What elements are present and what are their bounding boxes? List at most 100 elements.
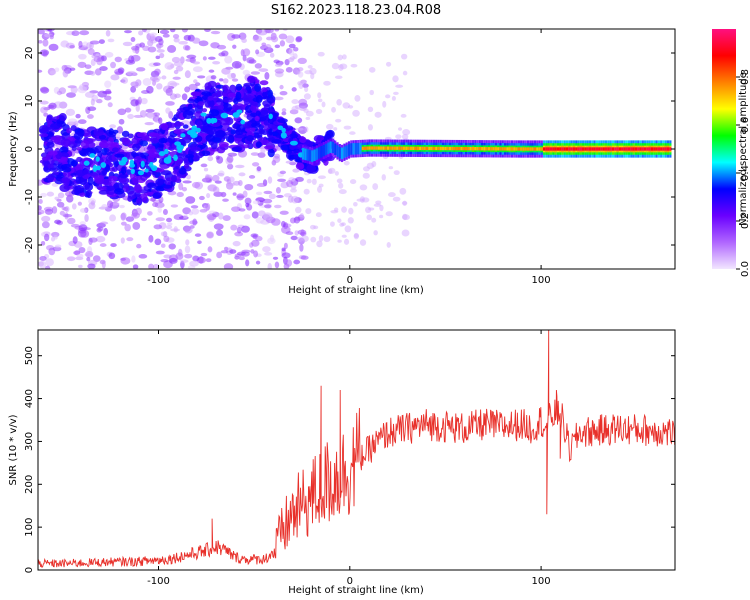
spectrogram-cell [315, 148, 318, 160]
spectrogram-cell [199, 144, 206, 149]
spectrogram-cell [200, 252, 208, 257]
spectrogram-cell [98, 134, 107, 140]
spectrogram-cell [162, 33, 170, 38]
spectrogram-cell [255, 141, 262, 149]
spectrogram-cell [51, 206, 58, 214]
spectrogram-cell [497, 147, 500, 151]
spectrogram-cell [101, 147, 108, 156]
spectrogram-cell [95, 235, 106, 243]
spectrogram-cell [219, 78, 224, 82]
spectrogram-cell [139, 140, 149, 147]
spectrogram-cell [190, 132, 198, 139]
spectrogram-cell [139, 110, 147, 118]
spectrogram-cell [124, 223, 131, 232]
spectrogram-cell [398, 127, 403, 131]
spectrogram-cell [281, 252, 291, 259]
spectrogram-cell [189, 260, 199, 267]
spectrogram-cell [254, 115, 260, 122]
x-tick-label: -100 [147, 576, 170, 587]
spectrogram-cell [166, 222, 173, 226]
colorbar-ticks: 0.0 0.2 0.4 0.6 0.8 [736, 69, 750, 277]
spectrogram-cell [274, 63, 283, 68]
spectrogram-cell [206, 231, 214, 239]
spectrogram-cell [235, 83, 243, 91]
spectrogram-cell [213, 223, 224, 230]
spectrogram-cell [243, 82, 253, 87]
spectrogram-cell [83, 160, 90, 166]
spectrogram-cell [255, 94, 263, 104]
spectrogram-cell [242, 121, 253, 129]
spectrogram-cell [47, 173, 55, 183]
spectrogram-cell [133, 184, 143, 194]
spectrogram-cell [84, 214, 89, 222]
y-tick-label: 100 [24, 518, 35, 537]
spectrogram-cell [216, 229, 224, 236]
colorbar-gradient [712, 29, 736, 269]
spectrogram-cell [157, 207, 162, 213]
spectrogram-cell [263, 190, 273, 195]
spectrogram-cell [172, 34, 180, 39]
spectrogram-cell [326, 123, 334, 130]
spectrogram-cell [315, 108, 323, 114]
spectrogram-y-ticks: -20 -10 0 10 20 [24, 47, 675, 253]
spectrogram-cell [359, 142, 362, 155]
spectrogram-cell [66, 217, 76, 225]
spectrogram-cell [318, 183, 324, 188]
spectrogram-cell [251, 162, 260, 167]
spectrogram-cell [305, 208, 312, 215]
spectrogram-cell [121, 166, 127, 175]
y-tick-label: 10 [24, 95, 35, 108]
spectrogram-cell [353, 201, 358, 207]
spectrogram-cell [122, 41, 133, 47]
spectrogram-cell [304, 70, 313, 75]
spectrogram-cell [198, 195, 205, 201]
spectrogram-cell [42, 39, 49, 47]
spectrogram-cell [181, 93, 188, 101]
spectrogram-cell [76, 156, 83, 163]
spectrogram-cell [114, 188, 125, 195]
spectrogram-cell [201, 150, 211, 157]
spectrogram-cell [158, 38, 164, 46]
spectrogram-cell [91, 54, 97, 59]
spectrogram-cell [95, 165, 102, 171]
spectrogram-cell [600, 147, 603, 151]
spectrogram-cell [662, 147, 665, 151]
spectrogram-cell [208, 109, 220, 117]
spectrogram-cell [66, 92, 76, 98]
spectrogram-cell [95, 156, 100, 162]
spectrogram-cell [218, 141, 229, 148]
spectrogram-cell [180, 259, 189, 263]
spectrogram-cell [240, 119, 246, 125]
spectrogram-cell [294, 117, 303, 124]
spectrogram-cell [74, 184, 85, 194]
spectrogram-cell [229, 249, 237, 254]
spectrogram-cell [161, 75, 167, 80]
spectrogram-cell [41, 221, 50, 229]
spectrogram-cell [237, 179, 243, 187]
spectrogram-cell [285, 35, 295, 44]
spectrogram-cell [267, 176, 273, 184]
spectrogram-cell [184, 245, 191, 254]
spectrogram-cell [132, 221, 141, 230]
spectrogram-cell [552, 147, 555, 151]
spectrogram-cell [78, 83, 88, 91]
spectrogram-cell [48, 167, 59, 172]
spectrogram-cell [192, 155, 200, 161]
spectrogram-cell [258, 128, 265, 135]
spectrogram-cell [45, 258, 54, 267]
y-tick-label: -20 [24, 237, 35, 253]
spectrogram-cell [156, 83, 163, 90]
spectrogram-cell [120, 237, 125, 244]
spectrogram-cell [216, 90, 224, 97]
spectrogram-cell [121, 77, 129, 84]
snr-marks [38, 330, 675, 569]
spectrogram-cell [151, 77, 160, 83]
spectrogram-cell [313, 149, 316, 161]
spectrogram-cell [47, 163, 54, 169]
spectrogram-cell [308, 149, 312, 162]
spectrogram-cell [400, 53, 408, 60]
spectrogram-cell [490, 147, 493, 151]
spectrogram-cell [242, 48, 251, 57]
spectrogram-cell [182, 124, 189, 129]
spectrogram-cell [255, 49, 260, 55]
